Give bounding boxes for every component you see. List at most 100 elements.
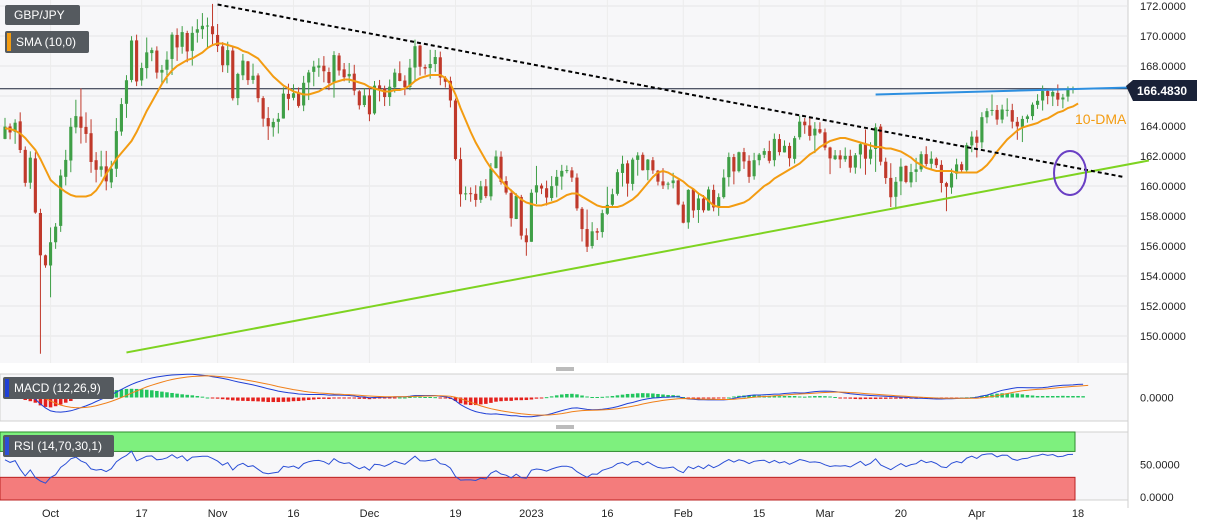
candle (226, 41, 230, 73)
legend-sma[interactable]: SMA (10,0) (5, 31, 89, 53)
candle (453, 98, 458, 161)
candle-body (251, 75, 255, 80)
candle-body (686, 189, 690, 223)
candle-body (312, 66, 316, 72)
rsi-panel: 50.0000 0.0000 (0, 431, 1180, 504)
candle-body (960, 164, 964, 170)
macd-histogram-bar (595, 396, 599, 398)
candle-body (135, 40, 139, 82)
candle (681, 201, 685, 224)
legend-symbol-label: GBP/JPY (14, 8, 65, 22)
macd-histogram-bar (322, 397, 326, 399)
macd-histogram-bar (904, 397, 908, 399)
candle (519, 194, 523, 240)
candle-body (59, 175, 63, 226)
candle-body (555, 176, 559, 186)
candle-body (803, 121, 807, 126)
candle-body (1005, 109, 1009, 111)
macd-histogram-bar (706, 397, 711, 399)
price-tick-label: 158.0000 (1140, 211, 1186, 223)
candle (626, 160, 630, 197)
macd-histogram-bar (777, 396, 782, 398)
candle-body (474, 193, 478, 200)
candle (175, 28, 179, 61)
candle (636, 152, 640, 176)
candle-body (271, 121, 275, 128)
macd-histogram-bar (190, 395, 195, 398)
candle (99, 150, 103, 177)
candle (89, 119, 93, 173)
candle (474, 185, 478, 207)
candle-body (701, 198, 706, 211)
macd-histogram-bar (150, 390, 154, 398)
signal-line (4, 375, 1089, 416)
macd-histogram-bar (883, 397, 888, 399)
macd-histogram-bar (721, 397, 726, 399)
x-tick-label: 16 (287, 508, 299, 520)
candle-body (64, 159, 68, 177)
candle (180, 26, 184, 54)
candle-body (469, 193, 473, 195)
price-tick-label: 154.0000 (1140, 271, 1186, 283)
candle-body (84, 126, 88, 134)
candle-body (732, 157, 736, 172)
rsi-tick-label: 0.0000 (1140, 492, 1174, 504)
macd-histogram-bar (1076, 395, 1080, 398)
candle (793, 135, 797, 164)
legend-macd[interactable]: MACD (12,26,9) (3, 377, 114, 399)
candle (84, 112, 88, 143)
macd-histogram-bar (63, 397, 68, 403)
rsi-oversold-zone (0, 476, 1076, 501)
candle (600, 209, 604, 238)
candle-body (413, 46, 417, 68)
candle-body (393, 72, 397, 88)
candle-body (737, 152, 741, 172)
candle (231, 45, 235, 101)
candle-body (377, 85, 382, 89)
macd-histogram-bar (43, 397, 48, 407)
last-price-label: 166.4830 (1137, 84, 1187, 98)
macd-histogram-bar (225, 397, 230, 400)
candle (403, 75, 407, 96)
candle-body (261, 98, 265, 119)
macd-histogram-bar (311, 397, 316, 400)
candle-body (965, 145, 969, 171)
macd-histogram-bar (782, 395, 787, 398)
macd-histogram-bar (549, 396, 554, 398)
candle-body (777, 139, 781, 153)
candle-body (74, 116, 78, 128)
price-tick-label: 160.0000 (1140, 181, 1186, 193)
price-tick-label: 172.0000 (1140, 1, 1186, 13)
macd-histogram-bar (797, 396, 802, 398)
macd-histogram-bar (701, 397, 706, 399)
macd-histogram-bar (139, 389, 144, 398)
candle-body (610, 194, 614, 205)
legend-symbol[interactable]: GBP/JPY (5, 5, 80, 25)
legend-rsi[interactable]: RSI (14,70,30,1) (3, 435, 114, 457)
macd-histogram-bar (787, 395, 792, 398)
candle-body (752, 160, 756, 177)
macd-histogram-bar (1081, 396, 1085, 398)
candle-body (205, 25, 210, 27)
candle-body (944, 183, 949, 187)
candle-body (671, 180, 675, 184)
rsi-tick-label: 50.0000 (1140, 459, 1180, 471)
candle (114, 118, 118, 177)
macd-histogram-bar (357, 397, 362, 399)
macd-histogram-bar (347, 397, 351, 399)
macd-histogram-bar (301, 397, 306, 401)
candle (398, 61, 402, 82)
candle (367, 88, 372, 122)
macd-histogram-bar (640, 393, 645, 398)
candle-body (712, 189, 716, 208)
candle-body (210, 26, 215, 35)
candle (210, 3, 215, 47)
pane-resize-handle-rsi[interactable] (556, 425, 574, 429)
price-tick-label: 156.0000 (1140, 241, 1186, 253)
pane-resize-handle-macd[interactable] (556, 367, 574, 371)
macd-histogram-bar (1071, 395, 1075, 398)
candle-body (580, 208, 584, 230)
candle (1051, 90, 1055, 107)
macd-histogram-bar (635, 393, 640, 398)
